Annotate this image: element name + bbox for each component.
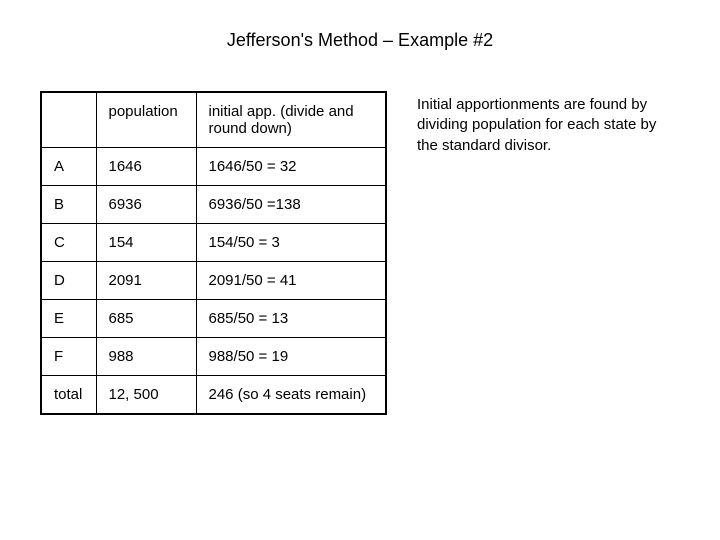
cell-state: C bbox=[41, 224, 96, 262]
table-row: F 988 988/50 = 19 bbox=[41, 338, 386, 376]
table-row: B 6936 6936/50 =138 bbox=[41, 186, 386, 224]
table-row: A 1646 1646/50 = 32 bbox=[41, 148, 386, 186]
table-row: C 154 154/50 = 3 bbox=[41, 224, 386, 262]
page-title: Jefferson's Method – Example #2 bbox=[40, 30, 680, 51]
table-row: D 2091 2091/50 = 41 bbox=[41, 262, 386, 300]
content-wrapper: population initial app. (divide and roun… bbox=[40, 91, 680, 415]
header-initial-app: initial app. (divide and round down) bbox=[196, 92, 386, 148]
cell-population: 2091 bbox=[96, 262, 196, 300]
cell-state: E bbox=[41, 300, 96, 338]
cell-state: F bbox=[41, 338, 96, 376]
apportionment-table: population initial app. (divide and roun… bbox=[40, 91, 387, 415]
cell-population: 6936 bbox=[96, 186, 196, 224]
table-header-row: population initial app. (divide and roun… bbox=[41, 92, 386, 148]
cell-population: 12, 500 bbox=[96, 376, 196, 415]
cell-initial-app: 6936/50 =138 bbox=[196, 186, 386, 224]
header-population: population bbox=[96, 92, 196, 148]
cell-initial-app: 246 (so 4 seats remain) bbox=[196, 376, 386, 415]
cell-state: B bbox=[41, 186, 96, 224]
cell-initial-app: 685/50 = 13 bbox=[196, 300, 386, 338]
cell-population: 1646 bbox=[96, 148, 196, 186]
table-row: E 685 685/50 = 13 bbox=[41, 300, 386, 338]
table-row: total 12, 500 246 (so 4 seats remain) bbox=[41, 376, 386, 415]
explanation-text: Initial apportionments are found by divi… bbox=[417, 91, 667, 156]
cell-initial-app: 988/50 = 19 bbox=[196, 338, 386, 376]
table-container: population initial app. (divide and roun… bbox=[40, 91, 387, 415]
cell-initial-app: 1646/50 = 32 bbox=[196, 148, 386, 186]
cell-initial-app: 154/50 = 3 bbox=[196, 224, 386, 262]
cell-state: A bbox=[41, 148, 96, 186]
cell-initial-app: 2091/50 = 41 bbox=[196, 262, 386, 300]
cell-population: 685 bbox=[96, 300, 196, 338]
cell-state: D bbox=[41, 262, 96, 300]
header-state bbox=[41, 92, 96, 148]
cell-population: 988 bbox=[96, 338, 196, 376]
cell-population: 154 bbox=[96, 224, 196, 262]
cell-state: total bbox=[41, 376, 96, 415]
